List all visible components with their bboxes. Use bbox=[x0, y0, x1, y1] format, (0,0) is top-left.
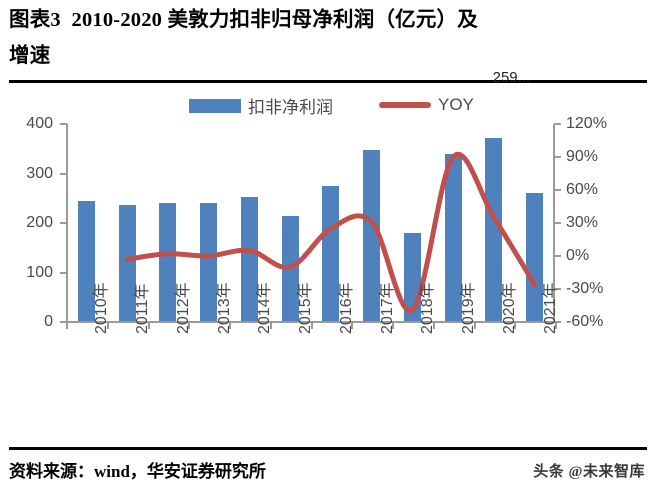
y-axis-left-tick bbox=[60, 222, 67, 224]
footer: 资料来源：wind，华安证券研究所 头条 @未来智库 bbox=[9, 455, 647, 489]
x-axis-label-2016年: 2016年 bbox=[337, 282, 355, 334]
y-axis-right-tick bbox=[554, 255, 561, 257]
y-axis-right-tick-label: 0% bbox=[566, 247, 590, 264]
legend-bar-label: 扣非净利润 bbox=[248, 98, 333, 117]
legend-line-label: YOY bbox=[438, 95, 474, 114]
x-axis-tick bbox=[432, 322, 435, 329]
y-axis-right-tick bbox=[554, 156, 561, 158]
bar-2020年 bbox=[485, 137, 503, 321]
x-axis-label-2014年: 2014年 bbox=[256, 282, 274, 334]
title-divider-rule bbox=[9, 80, 647, 83]
x-axis-tick bbox=[514, 322, 517, 329]
plot-area: 400 300 200 100 0 120% 90% 60% 30% 0% -30% -60% 20… bbox=[26, 69, 607, 334]
y-axis-left-tick-label: 100 bbox=[26, 263, 53, 281]
x-axis-tick bbox=[66, 322, 68, 329]
x-axis-label-2015年: 2015年 bbox=[297, 282, 315, 334]
watermark-label: 头条 @未来智库 bbox=[533, 464, 645, 480]
y-axis-right-tick-label: 120% bbox=[566, 115, 607, 132]
x-axis-label-2010年: 2010年 bbox=[93, 282, 111, 334]
y-axis-right-tick-label: 90% bbox=[566, 148, 599, 165]
x-axis-tick bbox=[229, 322, 231, 329]
x-axis-tick bbox=[269, 322, 272, 329]
y-axis-left-tick-label: 400 bbox=[26, 115, 53, 132]
x-axis-tick bbox=[392, 322, 394, 329]
x-axis-tick bbox=[310, 322, 313, 329]
x-axis-label-2013年: 2013年 bbox=[215, 282, 233, 334]
x-axis-label-2011年: 2011年 bbox=[134, 283, 152, 334]
x-axis-label-2018年: 2018年 bbox=[419, 282, 437, 334]
x-axis-label-2020年: 2020年 bbox=[500, 282, 518, 334]
bar-2013年 bbox=[200, 203, 218, 321]
x-axis-tick bbox=[147, 322, 150, 329]
bar-2021年 bbox=[526, 192, 544, 321]
page-title: 图表3 2010-2020 美敦力扣非归母净利润（亿元）及 增速 bbox=[9, 9, 478, 67]
y-axis-right-tick bbox=[554, 189, 561, 191]
x-axis-tick bbox=[473, 322, 476, 329]
bar-2012年 bbox=[159, 203, 177, 321]
footer-divider-rule bbox=[9, 447, 647, 450]
legend-bar-swatch-icon bbox=[189, 98, 241, 113]
chart-legend: 扣非净利润 YOY bbox=[9, 93, 647, 117]
x-axis-tick bbox=[188, 322, 191, 329]
y-axis-right-tick-label: -60% bbox=[566, 313, 604, 330]
legend-item-line: YOY bbox=[379, 95, 474, 115]
last-bar-data-label: 259... bbox=[492, 68, 531, 86]
legend-item-bar: 扣非净利润 bbox=[189, 93, 333, 118]
y-axis-left-tick-label: 300 bbox=[26, 164, 53, 182]
y-axis-left-tick bbox=[60, 172, 67, 175]
bar-2017年 bbox=[363, 150, 381, 321]
y-axis-left-tick bbox=[60, 271, 67, 274]
source-note: 资料来源：wind，华安证券研究所 bbox=[9, 462, 266, 481]
x-axis-tick bbox=[555, 322, 557, 329]
x-axis-label-2021年: 2021年 bbox=[541, 282, 559, 334]
x-axis-label-2017年: 2017年 bbox=[378, 282, 396, 334]
y-axis-right-tick-label: 30% bbox=[566, 214, 599, 231]
y-axis-right-tick-label: -30% bbox=[566, 280, 604, 297]
y-axis-left-line bbox=[66, 124, 68, 322]
y-axis-left-tick bbox=[60, 123, 67, 125]
x-axis-label-2019年: 2019年 bbox=[460, 282, 478, 334]
chart-container: 扣非净利润 YOY 400 300 200 100 0 120% 90% 60% 30% 0% -… bbox=[9, 69, 647, 444]
y-axis-left-tick-label: 200 bbox=[26, 214, 53, 231]
y-axis-right-tick bbox=[554, 288, 561, 290]
legend-line-swatch-icon bbox=[379, 102, 431, 108]
y-axis-left-tick-label: 0 bbox=[44, 313, 53, 330]
x-axis-label-2012年: 2012年 bbox=[174, 282, 192, 334]
x-axis-tick bbox=[351, 322, 354, 329]
bar-2010年 bbox=[77, 201, 95, 321]
y-axis-right-tick bbox=[554, 222, 561, 224]
y-axis-right-tick bbox=[554, 123, 561, 125]
y-axis-left-tick bbox=[60, 321, 67, 323]
x-axis-tick bbox=[106, 322, 109, 329]
y-axis-right-tick-label: 60% bbox=[566, 181, 599, 198]
bar-2016年 bbox=[322, 186, 340, 321]
y-axis-right-tick bbox=[554, 321, 561, 323]
